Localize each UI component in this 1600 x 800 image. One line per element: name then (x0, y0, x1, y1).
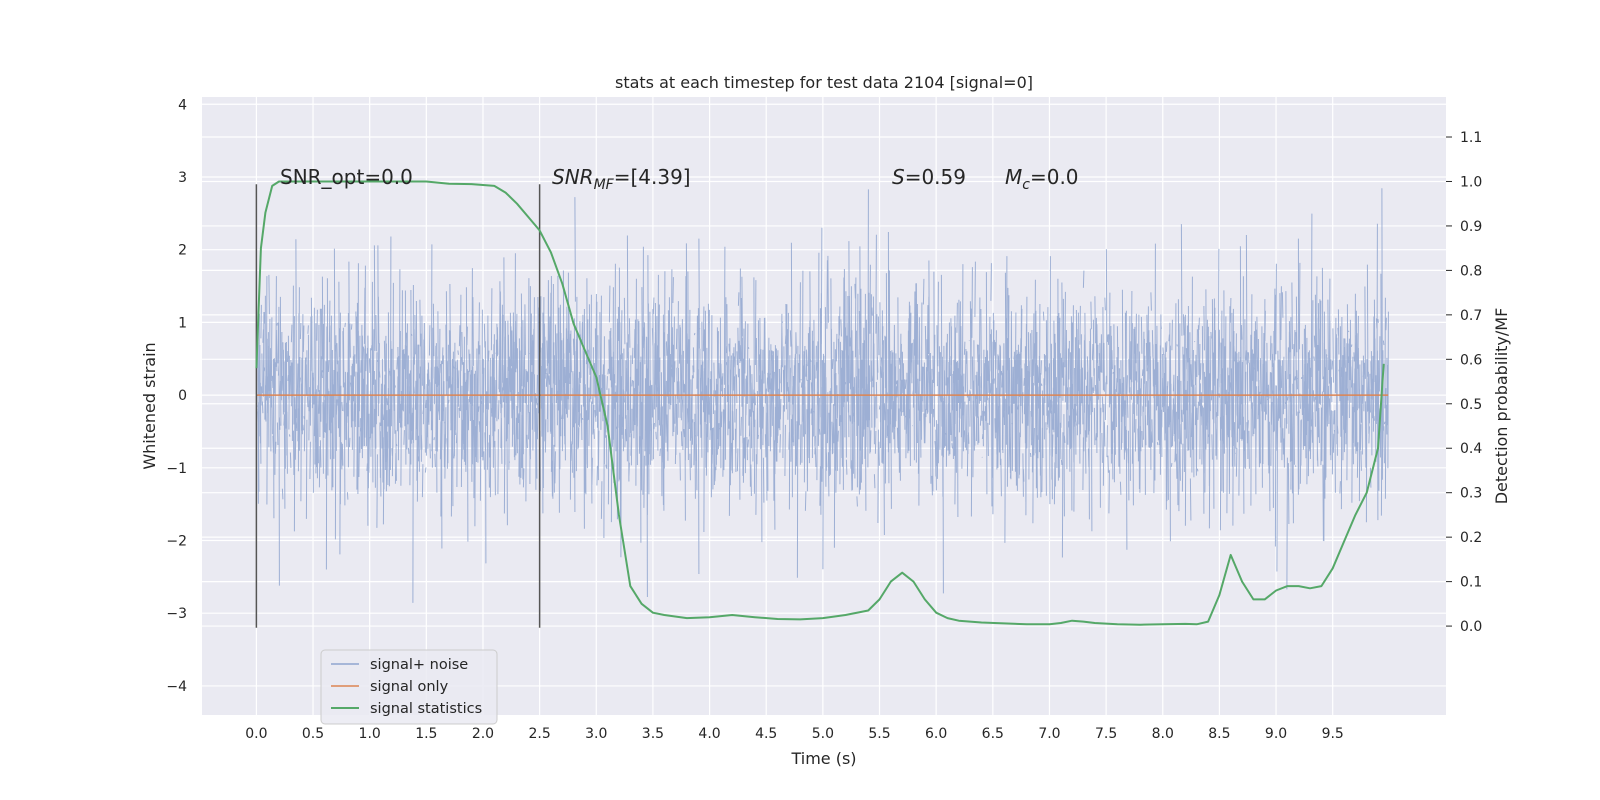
legend-label-signal-statistics: signal statistics (370, 701, 482, 717)
y-right-tick-label: 1.0 (1460, 174, 1482, 190)
legend: signal+ noise signal only signal statist… (320, 649, 498, 725)
y-right-tick-label: 0.0 (1460, 619, 1482, 635)
y-axis-label: Whitened strain (140, 342, 159, 469)
y-tick-label: −3 (166, 606, 187, 622)
vertical-markers (255, 184, 541, 628)
legend-box (320, 649, 498, 725)
y-right-tick-labels: 1.1 1.0 0.9 0.8 0.7 0.6 0.5 0.4 0.3 0.2 0.1 0.0 (1446, 130, 1482, 635)
x-tick-label: 3.5 (642, 726, 664, 742)
x-tick-label: 7.5 (1095, 726, 1117, 742)
y-right-tick-label: 0.9 (1460, 219, 1482, 235)
y-right-tick-label: 0.8 (1460, 263, 1482, 279)
y-right-tick-label: 0.3 (1460, 486, 1482, 502)
legend-label-signal-noise: signal+ noise (370, 657, 468, 673)
x-tick-label: 2.5 (528, 726, 550, 742)
x-tick-label: 9.5 (1322, 726, 1344, 742)
y-right-tick-label: 0.2 (1460, 530, 1482, 546)
x-tick-label: 3.0 (585, 726, 607, 742)
y-tick-label: 1 (178, 315, 187, 331)
y-tick-label: 2 (178, 243, 187, 259)
mc-value: =0.0 (1030, 165, 1079, 189)
x-tick-label: 0.0 (245, 726, 267, 742)
y-right-axis-label: Detection probability/MF (1492, 308, 1511, 505)
mc-label: M (1005, 165, 1022, 189)
snr-mf-subscript: MF (594, 177, 615, 193)
x-tick-label: 0.5 (302, 726, 324, 742)
x-tick-label: 8.0 (1152, 726, 1174, 742)
mc-annotation: Mc=0.0 (1005, 165, 1079, 193)
legend-label-signal-only: signal only (370, 679, 449, 695)
s-value: =0.59 (905, 165, 966, 189)
y-tick-label: −1 (166, 461, 187, 477)
y-right-tick-label: 0.7 (1460, 308, 1482, 324)
statistics-curve (255, 180, 1385, 626)
x-tick-label: 2.0 (472, 726, 494, 742)
y-right-tick-label: 0.6 (1460, 352, 1482, 368)
x-tick-label: 8.5 (1208, 726, 1230, 742)
chart-title: stats at each timestep for test data 210… (615, 73, 1033, 92)
y-tick-label: 4 (178, 97, 187, 113)
y-tick-label: 0 (178, 388, 187, 404)
snr-opt-annotation: SNR_opt=0.0 (280, 165, 413, 189)
mc-subscript: c (1022, 177, 1030, 193)
x-tick-label: 7.0 (1038, 726, 1060, 742)
signal-statistics-series (255, 180, 1385, 626)
y-tick-label: 3 (178, 170, 187, 186)
x-tick-label: 4.0 (698, 726, 720, 742)
s-annotation: S=0.59 (892, 165, 966, 189)
x-tick-label: 6.5 (982, 726, 1004, 742)
y-tick-label: −4 (166, 679, 187, 695)
x-tick-label: 1.5 (415, 726, 437, 742)
x-tick-label: 5.5 (868, 726, 890, 742)
y-right-tick-label: 0.1 (1460, 575, 1482, 591)
x-axis-label: Time (s) (790, 749, 856, 768)
s-label: S (892, 165, 905, 189)
snr-mf-value: =[4.39] (614, 165, 691, 189)
x-tick-labels: 0.0 0.5 1.0 1.5 2.0 2.5 3.0 3.5 4.0 4.5 5.0 5.5 6.0 6… (245, 726, 1344, 742)
x-tick-label: 6.0 (925, 726, 947, 742)
x-tick-label: 4.5 (755, 726, 777, 742)
snr-mf-label: SNR (552, 165, 594, 189)
x-tick-label: 1.0 (359, 726, 381, 742)
y-right-tick-label: 1.1 (1460, 130, 1482, 146)
snr-mf-annotation: SNRMF=[4.39] (552, 165, 691, 193)
y-tick-label: −2 (166, 534, 187, 550)
x-tick-label: 9.0 (1265, 726, 1287, 742)
y-right-tick-label: 0.4 (1460, 441, 1482, 457)
y-right-tick-label: 0.5 (1460, 397, 1482, 413)
y-tick-labels: 4 3 2 1 0 −1 −2 −3 −4 (166, 97, 187, 695)
x-tick-label: 5.0 (812, 726, 834, 742)
